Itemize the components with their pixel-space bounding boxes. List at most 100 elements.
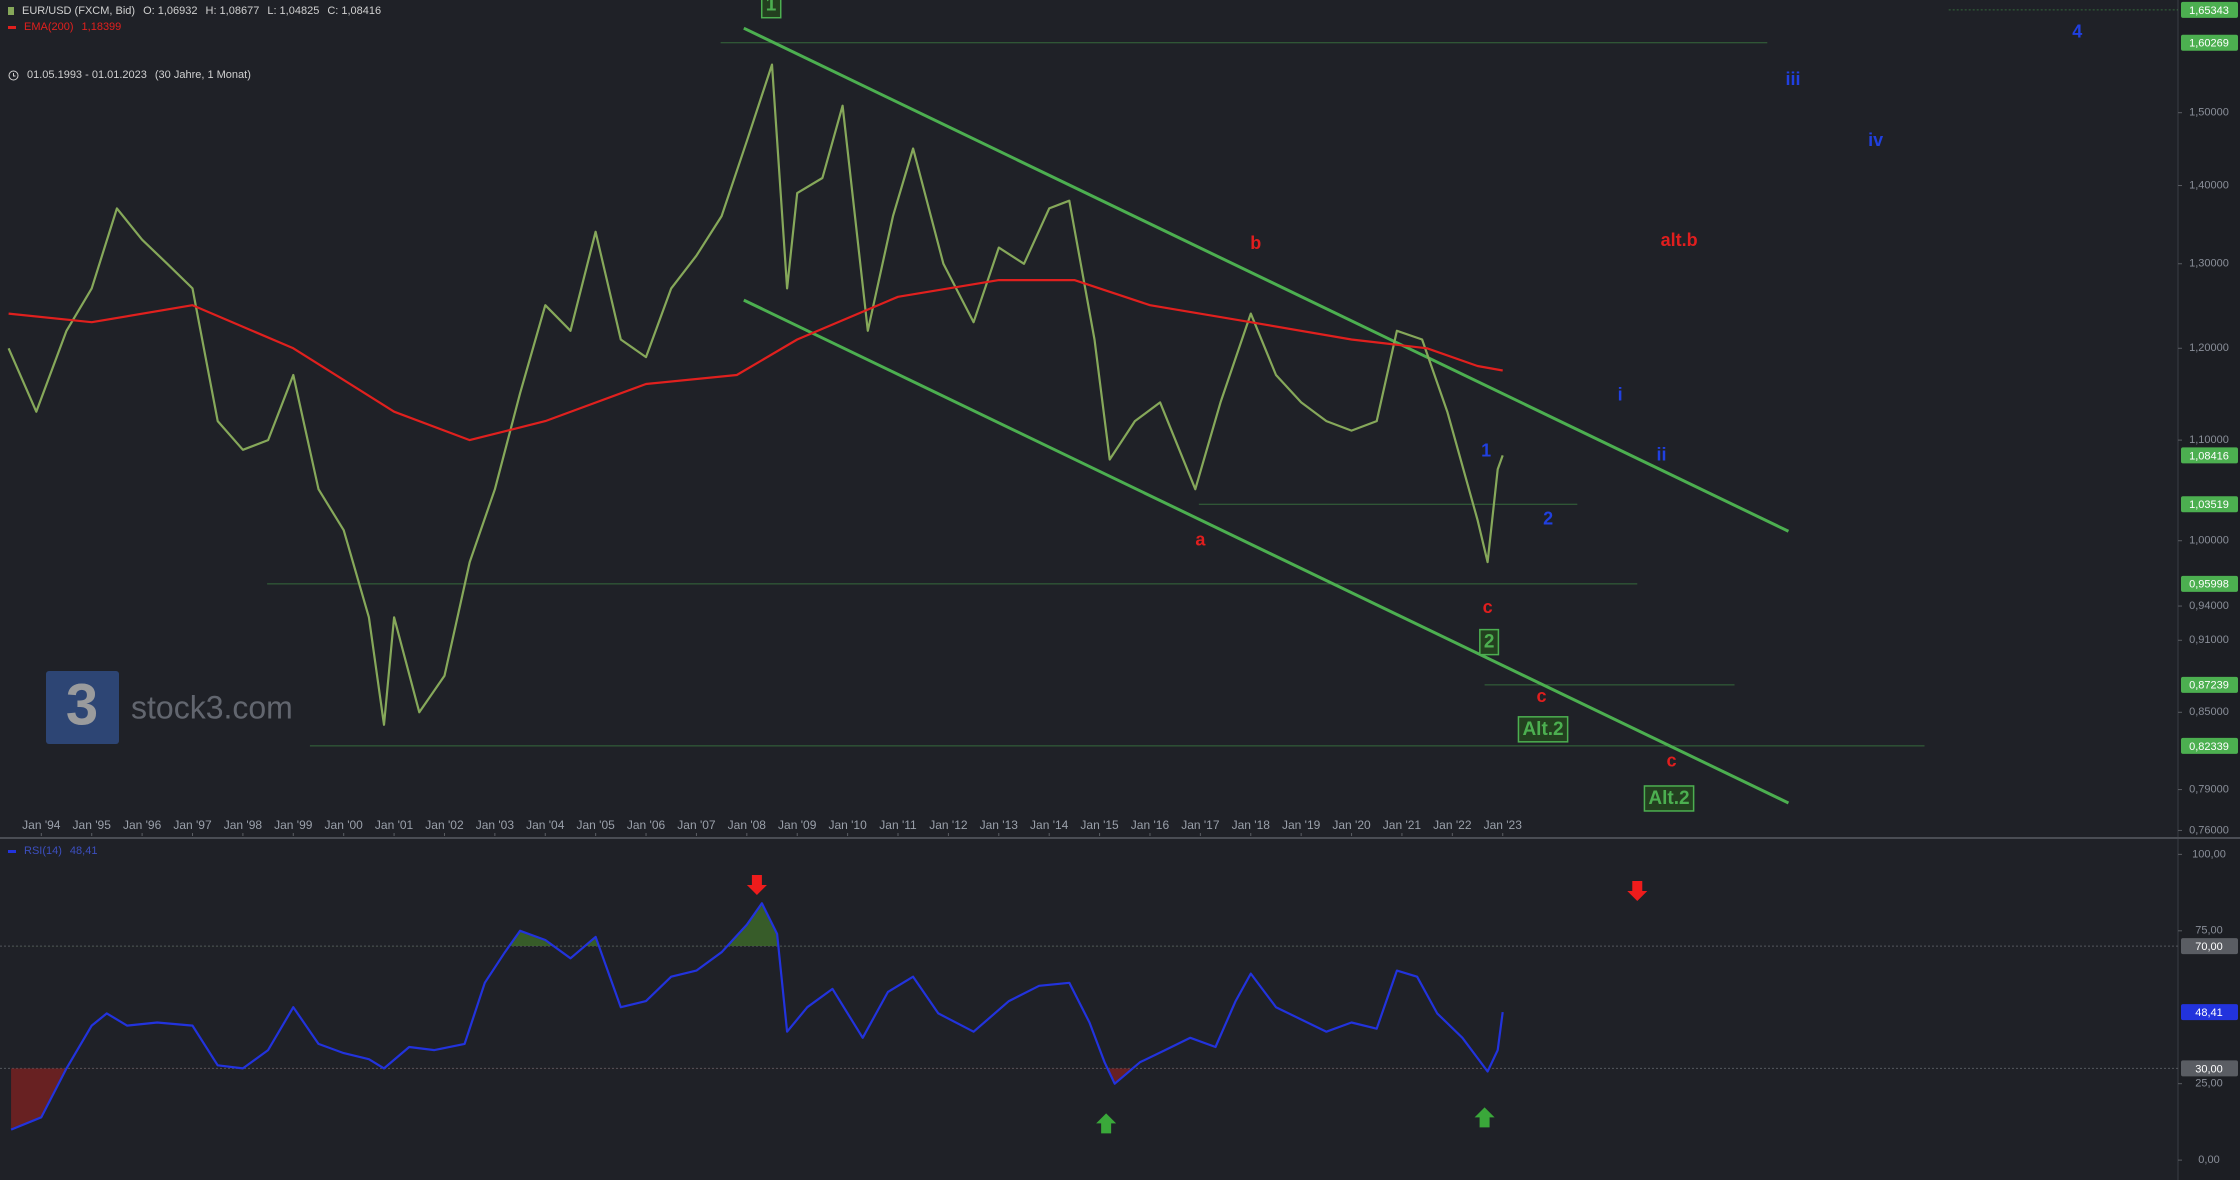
level-box [2181,496,2238,513]
wave-label: alt.b [1661,230,1698,250]
price-header: EUR/USD (FXCM, Bid) O: 1,06932 H: 1,0867… [8,5,381,17]
date-range: 01.05.1993 - 01.01.2023 [27,69,147,81]
y-tick-label: 0,76000 [2189,824,2229,836]
level-label: 0,82339 [2189,741,2229,753]
x-tick-label: Jan '00 [325,818,364,832]
series-line [10,902,1504,1131]
wave-label: 1 [766,0,777,16]
wave-label-box [1479,628,1500,656]
y-tick-label: 0,91000 [2189,634,2229,646]
level-label: 0,87239 [2189,680,2229,692]
last-value-box [2181,1004,2238,1021]
level-label: 70,00 [2195,941,2223,953]
x-tick-label: Jan '05 [576,818,615,832]
level-box [2181,575,2238,592]
rsi-name: RSI(14) [24,845,62,857]
y-tick-label: 1,40000 [2189,179,2229,191]
trend-line [743,26,1790,533]
x-tick-label: Jan '19 [1282,818,1321,832]
x-tick-label: Jan '21 [1383,818,1422,832]
zone-fill [11,903,1503,947]
wave-label: 2 [1484,632,1495,653]
y-tick-label: 1,30000 [2189,258,2229,270]
ohlc-close: C: 1,08416 [327,5,382,17]
y-tick-label: 75,00 [2195,925,2223,937]
y-tick-label: 25,00 [2195,1078,2223,1090]
x-tick-label: Jan '14 [1030,818,1069,832]
level-label: 1,03519 [2189,499,2229,511]
clock-icon [8,70,19,80]
x-tick-label: Jan '15 [1080,818,1119,832]
rsi-value: 48,41 [69,845,98,857]
x-tick-label: Jan '95 [73,818,112,832]
wave-label: a [1195,529,1206,549]
ohlc-high: H: 1,08677 [205,5,260,17]
wave-label: iv [1868,130,1883,150]
level-box [2181,1060,2238,1077]
rsi-header: RSI(14) 48,41 [8,845,97,857]
x-tick-label: Jan '10 [828,818,867,832]
period: (30 Jahre, 1 Monat) [154,69,251,81]
wave-label: c [1537,686,1547,706]
ema-value: 1,18399 [81,21,122,33]
x-tick-label: Jan '08 [728,818,767,832]
x-tick-label: Jan '02 [425,818,464,832]
level-label: 1,65343 [2189,5,2229,17]
logo-box [46,671,119,744]
level-box [2181,737,2238,754]
wave-label: 1 [1481,440,1491,460]
signal-arrow [1627,881,1648,902]
y-tick-label: 1,20000 [2189,342,2229,354]
x-tick-label: Jan '20 [1332,818,1371,832]
signal-arrow [1474,1107,1495,1128]
y-tick-label: 0,85000 [2189,706,2229,718]
level-box [2181,34,2238,51]
x-tick-label: Jan '09 [778,818,817,832]
ema-name: EMA(200) [24,21,74,33]
wave-label-box [760,0,782,19]
panel: 0,76000 0,79000 0,85000 0,91000 0,94000 1,000… [7,0,2238,836]
trend-line [743,298,1790,805]
x-tick-label: Jan '23 [1484,818,1523,832]
y-tick-label: 0,00 [2198,1154,2219,1166]
wave-label: Alt.2 [1522,719,1563,740]
x-tick-label: Jan '13 [980,818,1019,832]
level-box [2181,938,2238,955]
watermark: 3 stock3.com [46,671,293,744]
y-tick-label: 0,94000 [2189,600,2229,612]
x-tick-label: Jan '06 [627,818,666,832]
x-tick-label: Jan '03 [476,818,515,832]
y-tick-label: 100,00 [2192,848,2226,860]
level-label: 30,00 [2195,1063,2223,1075]
signal-arrow [746,874,767,895]
wave-label: c [1483,597,1493,617]
x-tick-label: Jan '98 [224,818,263,832]
range-header: 01.05.1993 - 01.01.2023 (30 Jahre, 1 Mon… [8,69,251,81]
wave-label: iii [1785,69,1800,89]
y-tick-label: 1,50000 [2189,107,2229,119]
ohlc-low: L: 1,04825 [267,5,320,17]
wave-label: Alt.2 [1648,788,1689,809]
level-box [2181,676,2238,693]
logo-glyph: 3 [66,672,98,737]
wave-label: ii [1656,444,1666,464]
series-line [8,279,1503,442]
x-tick-label: Jan '99 [274,818,313,832]
ema-swatch [8,25,16,29]
last-value-label: 1,08416 [2189,450,2229,462]
level-label: 1,60269 [2189,38,2229,50]
rsi-swatch [8,849,16,853]
wave-label: c [1667,751,1677,771]
x-tick-label: Jan '11 [879,818,917,832]
panel: 0,00 25,00 75,00 100,00 70,00 30,00 48,41 [0,848,2238,1166]
ema-header: EMA(200) 1,18399 [8,21,121,33]
wave-label-box [1643,785,1695,812]
x-tick-label: Jan '94 [22,818,61,832]
x-tick-label: Jan '07 [677,818,716,832]
level-box [2181,1,2238,18]
wave-label: 2 [1543,509,1553,529]
signal-arrow [1096,1113,1117,1134]
symbol-icon [8,7,14,15]
